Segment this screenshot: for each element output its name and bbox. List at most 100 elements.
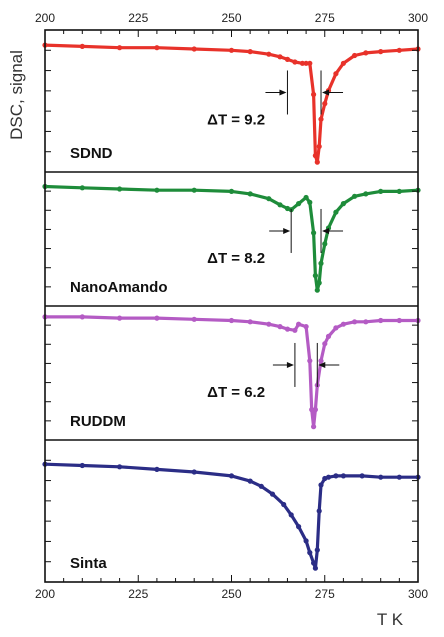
delta-arrowhead-left [286,361,294,368]
data-point [247,478,253,484]
data-point [325,333,332,339]
data-point [378,188,384,194]
data-point [296,201,302,207]
delta-arrowhead-left [283,227,291,234]
data-point [299,60,305,66]
data-point [322,241,328,247]
data-point [154,466,160,472]
delta-t-label: ΔT = 9.2 [207,111,265,128]
data-point [318,482,324,488]
data-point [363,191,369,197]
data-point [292,59,298,65]
data-point [311,230,317,236]
data-point [314,159,320,165]
data-point [303,538,309,544]
panel-nanoamando: NanoAmando ΔT = 8.2 [42,183,421,296]
data-point [318,358,324,364]
data-point [312,153,318,159]
data-point [228,188,235,194]
data-point [79,185,85,191]
data-point [352,193,358,199]
data-point [396,47,402,53]
data-point [154,315,160,321]
data-point [333,71,339,77]
series-line [45,315,418,429]
data-point [340,201,346,207]
data-point [284,326,291,332]
x-tick-label-bottom: 275 [315,587,335,601]
data-point [296,524,302,530]
data-point [117,464,123,470]
data-point [79,314,85,320]
data-point [296,321,302,327]
panel-ruddm: RUDDM ΔT = 6.2 [42,314,421,430]
data-point [292,327,298,333]
data-point [316,280,322,286]
data-point [117,315,123,321]
data-point [340,321,346,327]
data-point [247,191,253,197]
data-point [340,60,346,66]
data-point [277,324,283,330]
series-line [44,184,419,292]
data-point [303,324,309,330]
data-point [333,473,339,479]
data-point [288,512,294,518]
data-point [191,187,197,193]
data-point [378,49,384,55]
data-point [269,491,276,497]
panel-label: RUDDM [70,413,126,430]
data-point [277,54,283,60]
data-point [309,407,315,413]
data-point [258,483,264,489]
panel-label: Sinta [70,555,107,572]
data-point [311,91,317,98]
data-point [228,317,235,324]
data-point [228,473,235,479]
delta-arrowhead-right [322,227,330,234]
data-point [396,317,402,324]
data-point [311,560,317,566]
data-point [311,424,317,430]
x-tick-label-top: 200 [35,11,55,25]
data-point [266,321,272,327]
data-point [228,47,235,53]
data-point [363,319,369,325]
panel-sinta: Sinta [42,461,421,572]
data-point [352,319,358,325]
data-point [266,196,272,202]
data-point [314,547,320,553]
data-point [191,316,197,322]
series-line [44,43,419,164]
data-point [79,462,85,469]
delta-t-label: ΔT = 8.2 [207,250,265,267]
panel-label: SDND [70,145,113,162]
x-tick-label-bottom: 300 [408,587,428,601]
delta-arrowhead-right [318,361,326,368]
data-point [303,194,309,201]
data-point [312,407,318,413]
data-point [359,473,365,479]
data-point [333,209,339,215]
data-point [154,45,160,51]
x-tick-label-bottom: 250 [221,587,241,601]
data-point [352,52,358,59]
axes-layer: 200 200 225 225 250 250 275 275 300 300 [35,11,428,601]
data-point [396,188,402,194]
delta-arrowhead-left [279,89,287,96]
data-point [378,317,384,324]
data-point [318,116,324,122]
data-point [303,60,309,66]
data-point [396,474,402,480]
data-point [363,50,369,56]
x-tick-label-top: 300 [408,11,428,25]
data-point [340,473,346,479]
y-axis-label: DSC, signal [7,50,26,140]
data-point [314,287,320,293]
data-point [247,319,253,325]
data-point [281,501,287,508]
data-point [312,565,318,571]
data-point [322,341,328,347]
data-point [307,60,313,66]
